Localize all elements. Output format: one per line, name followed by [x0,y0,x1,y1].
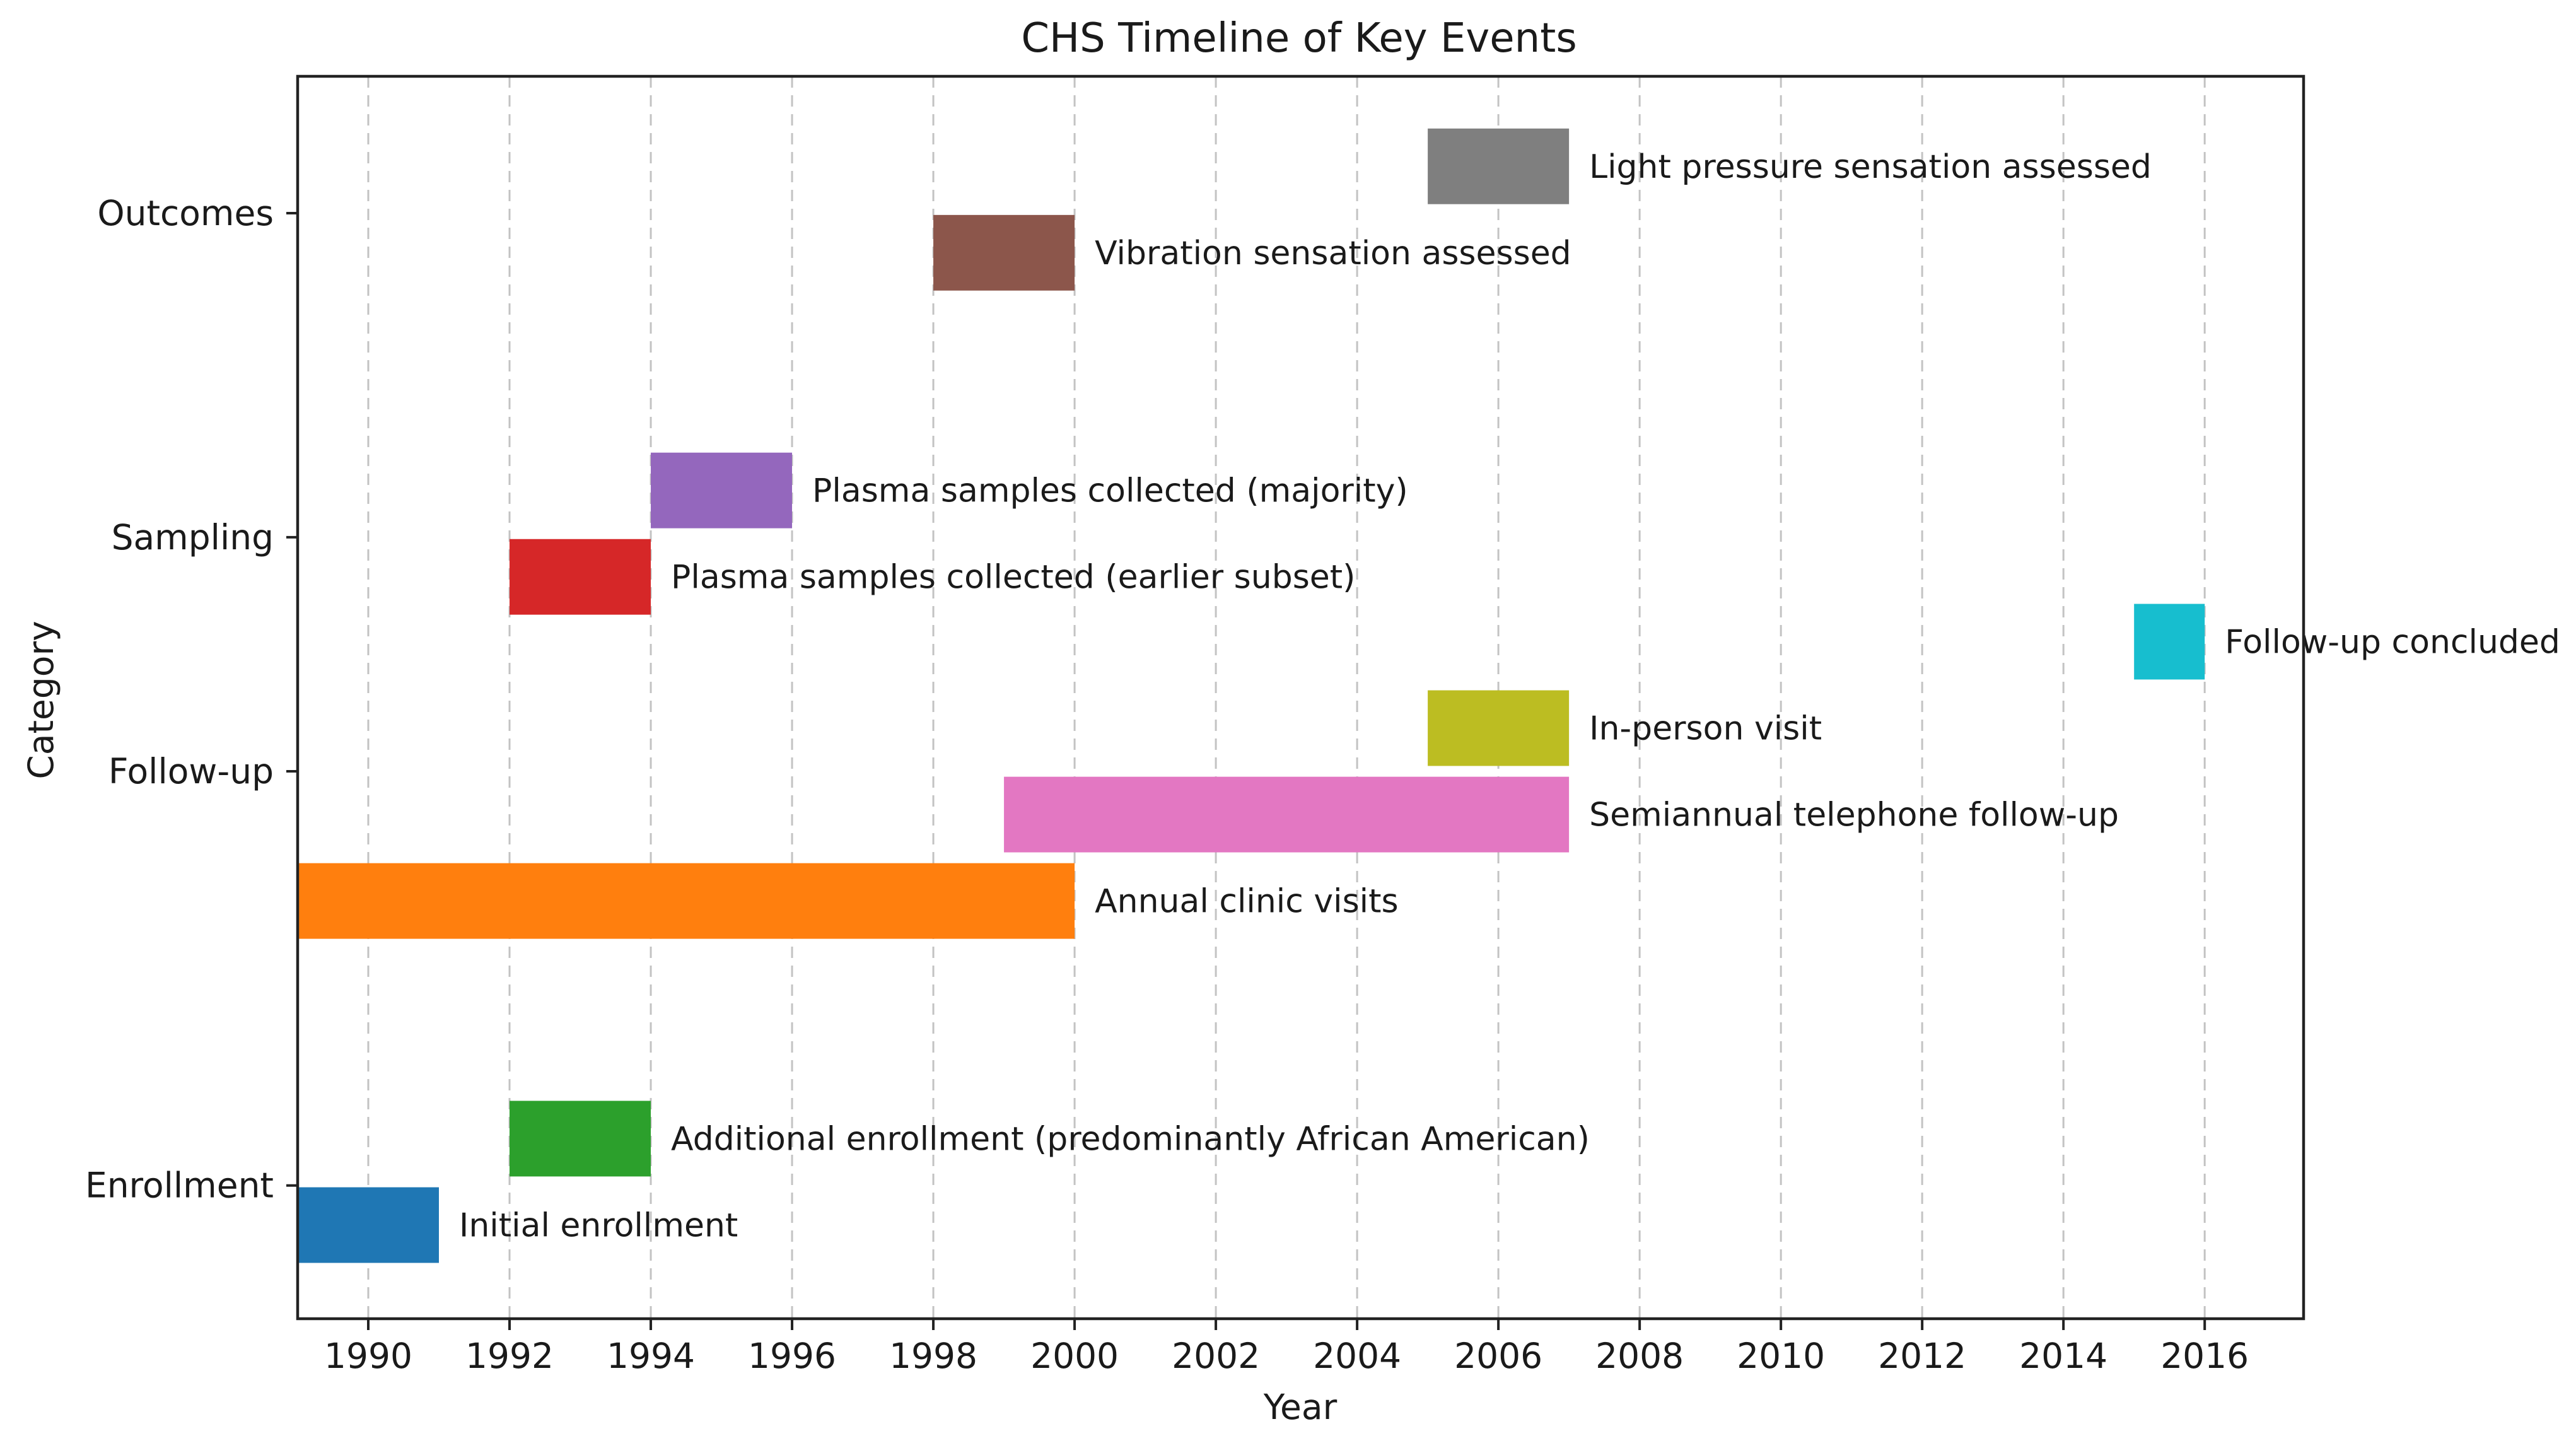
x-tick-label: 2004 [1313,1336,1401,1376]
event-label: Follow-up concluded [2225,623,2560,661]
y-tick-label-sampling: Sampling [112,517,274,558]
event-label: Initial enrollment [459,1207,738,1245]
plot-frame [296,74,2305,1321]
event-bar [933,214,1075,291]
event-label: Vibration sensation assessed [1095,235,1571,272]
x-axis-label: Year [1263,1387,1338,1427]
bar-layer [298,128,2205,1263]
x-tick-label: 1990 [324,1336,412,1376]
x-tick-label: 2008 [1595,1336,1684,1376]
x-tick-label: 1992 [465,1336,554,1376]
event-bar [2134,604,2205,680]
event-bar [510,1101,651,1177]
y-tick-label-enrollment: Enrollment [85,1165,274,1206]
y-tick-label-follow-up: Follow-up [108,751,274,791]
event-label: In-person visit [1589,710,1822,748]
y-tick-label-outcomes: Outcomes [97,193,274,233]
x-tick-label: 2006 [1454,1336,1542,1376]
event-label: Light pressure sensation assessed [1589,148,2152,186]
x-tick-label: 2016 [2160,1336,2249,1376]
event-label: Annual clinic visits [1095,883,1399,921]
bar-label-layer: Initial enrollment Additional enrollment … [459,148,2560,1245]
chart-title: CHS Timeline of Key Events [1021,15,1576,62]
event-bar [651,452,793,528]
y-axis-label: Category [21,621,61,779]
x-tick-layer: 1990 1992 1994 1996 1998 2000 2002 2004 2006 2008… [324,1319,2249,1376]
event-bar [1428,690,1570,766]
x-tick-label: 2014 [2019,1336,2107,1376]
event-bar [298,1187,440,1263]
y-tick-layer: Outcomes Sampling Follow-up Enrollment [85,193,298,1206]
event-bar [510,539,651,615]
x-tick-label: 2000 [1030,1336,1119,1376]
x-tick-label: 2002 [1172,1336,1260,1376]
x-tick-label: 2010 [1737,1336,1825,1376]
event-label: Plasma samples collected (earlier subset… [671,559,1355,597]
event-bar [298,863,1075,939]
x-tick-label: 1998 [889,1336,977,1376]
event-label: Semiannual telephone follow-up [1589,797,2119,834]
event-bar [1428,128,1570,204]
event-label: Additional enrollment (predominantly Afr… [671,1120,1590,1158]
event-bar [1004,776,1570,853]
x-tick-label: 2012 [1878,1336,1966,1376]
event-label: Plasma samples collected (majority) [812,472,1408,510]
x-tick-label: 1994 [607,1336,695,1376]
x-tick-label: 1996 [748,1336,836,1376]
